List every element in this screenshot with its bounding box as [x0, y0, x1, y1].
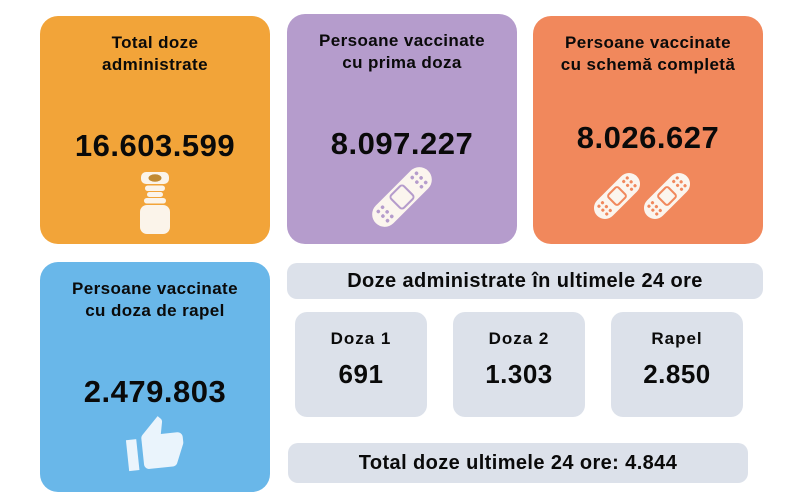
card-title-line1: Persoane vaccinate: [319, 31, 485, 50]
card-title-line1: Total doze: [111, 33, 199, 52]
box-label: Doza 1: [330, 329, 392, 348]
card-title-line1: Persoane vaccinate: [72, 279, 238, 298]
last24-box-doza2: Doza 2 1.303: [453, 312, 585, 417]
last24-box-rapel: Rapel 2.850: [611, 312, 743, 417]
box-value: 691: [338, 359, 384, 389]
card-value: 2.479.803: [83, 374, 227, 409]
box-value: 2.850: [643, 359, 711, 389]
last24-header: Doze administrate în ultimele 24 ore: [287, 263, 763, 299]
kpi-card-booster: Persoane vaccinate cu doza de rapel 2.47…: [40, 262, 270, 492]
double-bandage-icon: [533, 154, 763, 238]
card-value: 16.603.599: [74, 128, 236, 163]
box-value: 1.303: [485, 359, 553, 389]
thumbs-up-icon: [40, 414, 270, 476]
card-value: 8.026.627: [576, 120, 720, 155]
kpi-card-first-dose: Persoane vaccinate cu prima doza 8.097.2…: [287, 14, 517, 244]
box-label: Doza 2: [488, 329, 550, 348]
kpi-card-total-doses: Total doze administrate 16.603.599: [40, 16, 270, 244]
card-title: Persoane vaccinate cu prima doza: [287, 30, 517, 74]
kpi-card-full-scheme: Persoane vaccinate cu schemă completă 8.…: [533, 16, 763, 244]
card-title-line2: cu doza de rapel: [85, 301, 225, 320]
last24-total: Total doze ultimele 24 ore: 4.844: [288, 443, 748, 483]
last24-box-doza1: Doza 1 691: [295, 312, 427, 417]
card-title-line2: cu prima doza: [342, 53, 462, 72]
card-title: Total doze administrate: [40, 32, 270, 76]
card-title: Persoane vaccinate cu schemă completă: [533, 32, 763, 76]
vaccine-vial-icon: [40, 172, 270, 234]
card-title-line1: Persoane vaccinate: [565, 33, 731, 52]
bandage-icon: [287, 152, 517, 242]
card-title-line2: administrate: [102, 55, 208, 74]
last24-boxes: Doza 1 691 Doza 2 1.303 Rapel 2.850: [295, 312, 743, 417]
box-label: Rapel: [651, 329, 703, 348]
card-title: Persoane vaccinate cu doza de rapel: [40, 278, 270, 322]
card-value: 8.097.227: [330, 126, 474, 161]
card-title-line2: cu schemă completă: [560, 55, 736, 74]
